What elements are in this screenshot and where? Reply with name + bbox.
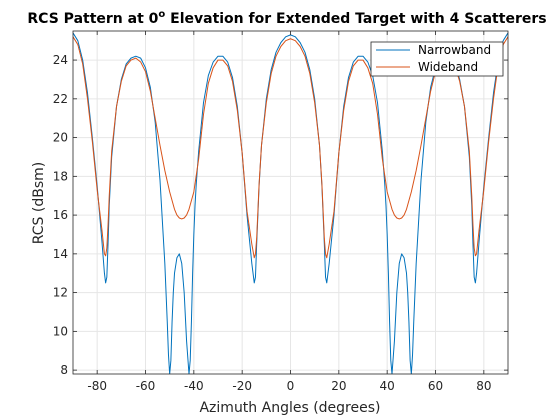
x-tick-label: 20 [331, 379, 346, 393]
title-part-2: Elevation for Extended Target with 4 Sca… [165, 11, 546, 27]
x-axis-label: Azimuth Angles (degrees) [199, 400, 380, 416]
title-superscript: o [158, 9, 165, 20]
legend-label-narrowband: Narrowband [418, 43, 491, 57]
y-tick-label: 16 [53, 208, 68, 222]
y-tick-label: 14 [53, 247, 68, 261]
x-tick-label: -80 [87, 379, 107, 393]
x-tick-label: -20 [232, 379, 252, 393]
chart-title: RCS Pattern at 0o Elevation for Extended… [27, 9, 546, 27]
legend: Narrowband Wideband [370, 41, 504, 77]
y-tick-label: 8 [60, 363, 68, 377]
y-tick-label: 10 [53, 324, 68, 338]
y-tick-label: 20 [53, 131, 68, 145]
y-tick-label: 24 [53, 53, 68, 67]
legend-label-wideband: Wideband [418, 60, 478, 74]
grid-lines [73, 31, 508, 374]
x-tick-label: 0 [287, 379, 295, 393]
x-tick-label: -40 [184, 379, 204, 393]
x-tick-label: 40 [380, 379, 395, 393]
legend-box [370, 41, 504, 77]
x-tick-label: -60 [136, 379, 156, 393]
x-tick-label: 60 [428, 379, 443, 393]
axis-ticks [73, 31, 508, 374]
y-axis-label: RCS (dBsm) [31, 162, 47, 245]
y-tick-label: 18 [53, 169, 68, 183]
tick-labels: -80 -60 -40 -20 0 20 40 60 80 8 10 12 14 16 18 20 22 24 [53, 53, 492, 393]
x-tick-label: 80 [476, 379, 491, 393]
title-part-1: RCS Pattern at 0 [27, 11, 158, 27]
y-tick-label: 12 [53, 286, 68, 300]
y-tick-label: 22 [53, 92, 68, 106]
